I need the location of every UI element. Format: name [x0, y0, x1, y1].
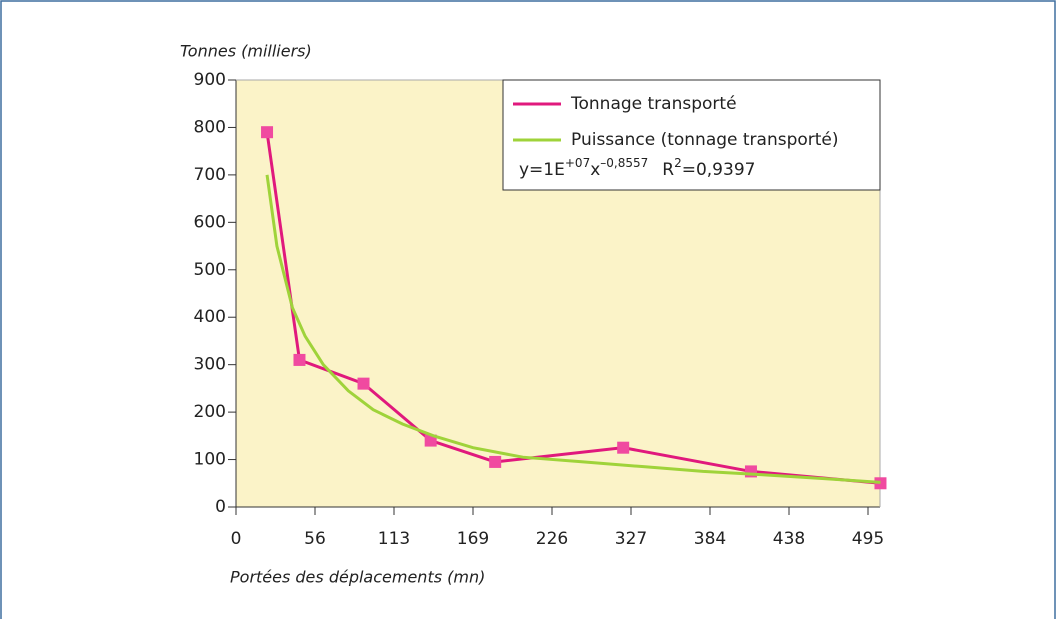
- y-tick-label: 400: [194, 307, 226, 327]
- equation-part: x: [590, 160, 600, 180]
- y-tick-label: 900: [194, 70, 226, 90]
- x-tick-label: 384: [694, 529, 726, 549]
- point-marker: [489, 455, 502, 468]
- equation-part: +07: [565, 156, 590, 170]
- series-line: [265, 131, 881, 485]
- x-axis-title: Portées des déplacements (mn): [230, 568, 485, 587]
- equation-part: y=1E: [519, 160, 565, 180]
- x-tick-label: 495: [852, 529, 884, 549]
- legend-label: Tonnage transporté: [570, 94, 737, 114]
- legend-box: [502, 79, 881, 191]
- point-marker: [424, 434, 437, 447]
- equation: y=1E+07x–0,8557 R2=0,9397: [519, 156, 755, 181]
- x-tick-label: 438: [773, 529, 805, 549]
- legend-label: Puissance (tonnage transporté): [571, 130, 839, 150]
- point-marker: [293, 353, 306, 366]
- y-tick-label: 800: [194, 117, 226, 137]
- x-tick-label: 0: [231, 529, 242, 549]
- point-marker: [874, 477, 887, 490]
- point-marker: [617, 441, 630, 454]
- equation-part: R: [662, 160, 674, 180]
- y-tick-label: 500: [194, 260, 226, 280]
- y-tick-label: 200: [194, 402, 226, 422]
- y-tick-label: 300: [194, 355, 226, 375]
- x-tick-label: 169: [457, 529, 489, 549]
- y-tick-label: 0: [215, 497, 226, 517]
- y-axis-title: Tonnes (milliers): [180, 42, 312, 61]
- y-tick-label: 700: [194, 165, 226, 185]
- x-tick-label: 226: [536, 529, 568, 549]
- series-line: [265, 174, 881, 484]
- equation-part: –0,8557: [600, 156, 648, 170]
- x-tick-label: 56: [304, 529, 326, 549]
- y-tick-label: 100: [194, 450, 226, 470]
- x-tick-label: 327: [615, 529, 647, 549]
- x-tick-label: 113: [378, 529, 410, 549]
- y-tick-label: 600: [194, 212, 226, 232]
- equation-part: =0,9397: [682, 160, 756, 180]
- point-marker: [357, 377, 370, 390]
- point-marker: [261, 126, 274, 139]
- equation-part: 2: [674, 156, 682, 170]
